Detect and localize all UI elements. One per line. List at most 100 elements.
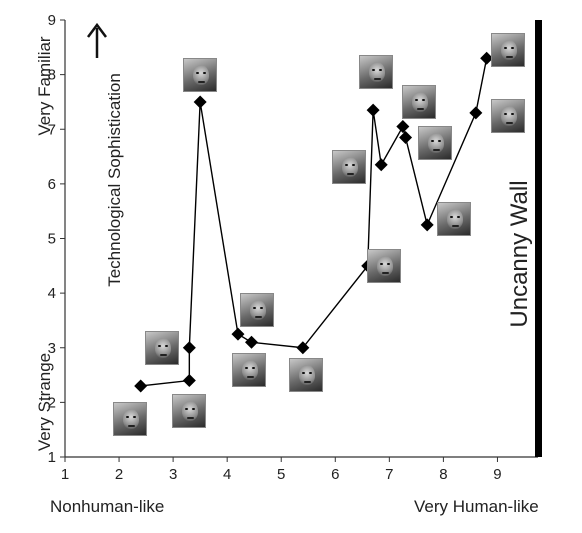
- data-point: [480, 51, 494, 65]
- face-thumbnail-image: [437, 202, 472, 237]
- eye: [158, 344, 162, 347]
- y-tick-label: 2: [48, 394, 56, 411]
- face-thumbnail-image: [366, 248, 401, 283]
- eye: [196, 71, 200, 74]
- data-point: [231, 327, 245, 341]
- eye: [185, 407, 189, 410]
- eye: [415, 98, 419, 101]
- ticks: 1 2 3 4 5 6 7 8 9 1 2 3 4 5 6 7 8 9: [48, 12, 502, 483]
- eye: [438, 139, 442, 142]
- face-shape: [122, 408, 139, 429]
- eye: [252, 306, 256, 309]
- eye: [450, 216, 454, 219]
- eye: [379, 262, 383, 265]
- y-tick-label: 4: [48, 285, 56, 302]
- data-point: [366, 103, 380, 117]
- face-thumbnail-image: [491, 98, 526, 133]
- mouth: [373, 77, 381, 80]
- mouth: [506, 56, 514, 59]
- mouth: [303, 381, 311, 384]
- face-thumbnail-image: [172, 393, 207, 428]
- eye: [251, 366, 255, 369]
- eye: [378, 68, 382, 71]
- face-thumbnail-image: [183, 57, 218, 92]
- face-thumbnail-image: [288, 358, 323, 393]
- face-thumbnail-image: [231, 352, 266, 387]
- y-tick-label: 6: [48, 176, 56, 193]
- face-thumbnail-image: [239, 292, 274, 327]
- data-point: [244, 335, 258, 349]
- data-point: [420, 218, 434, 232]
- y-label-very-strange: Very Strange: [35, 352, 54, 452]
- data-point: [399, 130, 413, 144]
- eye: [511, 112, 515, 115]
- mouth: [506, 121, 514, 124]
- data-point: [134, 379, 148, 393]
- face-thumbnail-image: [418, 125, 453, 160]
- x-tick-label: 1: [61, 466, 69, 483]
- x-tick-label: 2: [115, 466, 123, 483]
- face-shape: [249, 299, 266, 320]
- mouth: [381, 271, 389, 274]
- x-tick-label: 9: [493, 466, 501, 483]
- eye: [431, 139, 435, 142]
- face-thumbnail-image: [331, 150, 366, 185]
- face-shape: [501, 105, 518, 126]
- eye: [132, 415, 136, 418]
- data-point: [296, 341, 310, 355]
- data-point: [182, 341, 196, 355]
- face-shape: [376, 255, 393, 276]
- y-tick-label: 7: [48, 121, 56, 138]
- eye: [371, 68, 375, 71]
- face-shape: [155, 337, 172, 358]
- data-point: [182, 374, 196, 388]
- y-tick-label: 1: [48, 449, 56, 466]
- y-tick-label: 8: [48, 67, 56, 84]
- y-label-very-familiar: Very Familiar: [35, 36, 54, 136]
- mouth: [452, 225, 460, 228]
- data-point: [193, 95, 207, 109]
- x-tick-label: 7: [385, 466, 393, 483]
- x-tick-label: 3: [169, 466, 177, 483]
- mouth: [187, 416, 195, 419]
- technological-sophistication-label: Technological Sophistication: [105, 73, 124, 287]
- data-point: [374, 158, 388, 172]
- face-thumbnail-image: [112, 401, 147, 436]
- mouth: [254, 315, 262, 318]
- eye: [344, 164, 348, 167]
- mouth: [417, 107, 425, 110]
- eye: [125, 415, 129, 418]
- eye: [386, 262, 390, 265]
- eye: [259, 306, 263, 309]
- x-tick-label: 8: [439, 466, 447, 483]
- face-thumbnail-image: [145, 330, 180, 365]
- eye: [203, 71, 207, 74]
- face-thumbnail-image: [358, 54, 393, 89]
- mouth: [198, 80, 206, 83]
- uncanny-wall-bar: [535, 20, 542, 457]
- x-tick-label: 5: [277, 466, 285, 483]
- eye: [351, 164, 355, 167]
- face-thumbnail-image: [402, 84, 437, 119]
- eye: [192, 407, 196, 410]
- eye: [457, 216, 461, 219]
- x-tick-label: 6: [331, 466, 339, 483]
- y-tick-label: 9: [48, 12, 56, 29]
- y-tick-label: 5: [48, 231, 56, 248]
- face-shape: [428, 132, 445, 153]
- uncanny-wall-label: Uncanny Wall: [506, 180, 533, 328]
- eye: [308, 372, 312, 375]
- mouth: [160, 353, 168, 356]
- x-label-very-human-like: Very Human-like: [414, 497, 539, 516]
- face-shape: [298, 365, 315, 386]
- eye: [165, 344, 169, 347]
- mouth: [433, 148, 441, 151]
- face-shape: [241, 359, 258, 380]
- x-label-nonhuman-like: Nonhuman-like: [50, 497, 165, 516]
- y-tick-label: 3: [48, 340, 56, 357]
- eye: [301, 372, 305, 375]
- face-shape: [193, 64, 210, 85]
- face-shape: [501, 40, 518, 61]
- face-shape: [412, 91, 429, 112]
